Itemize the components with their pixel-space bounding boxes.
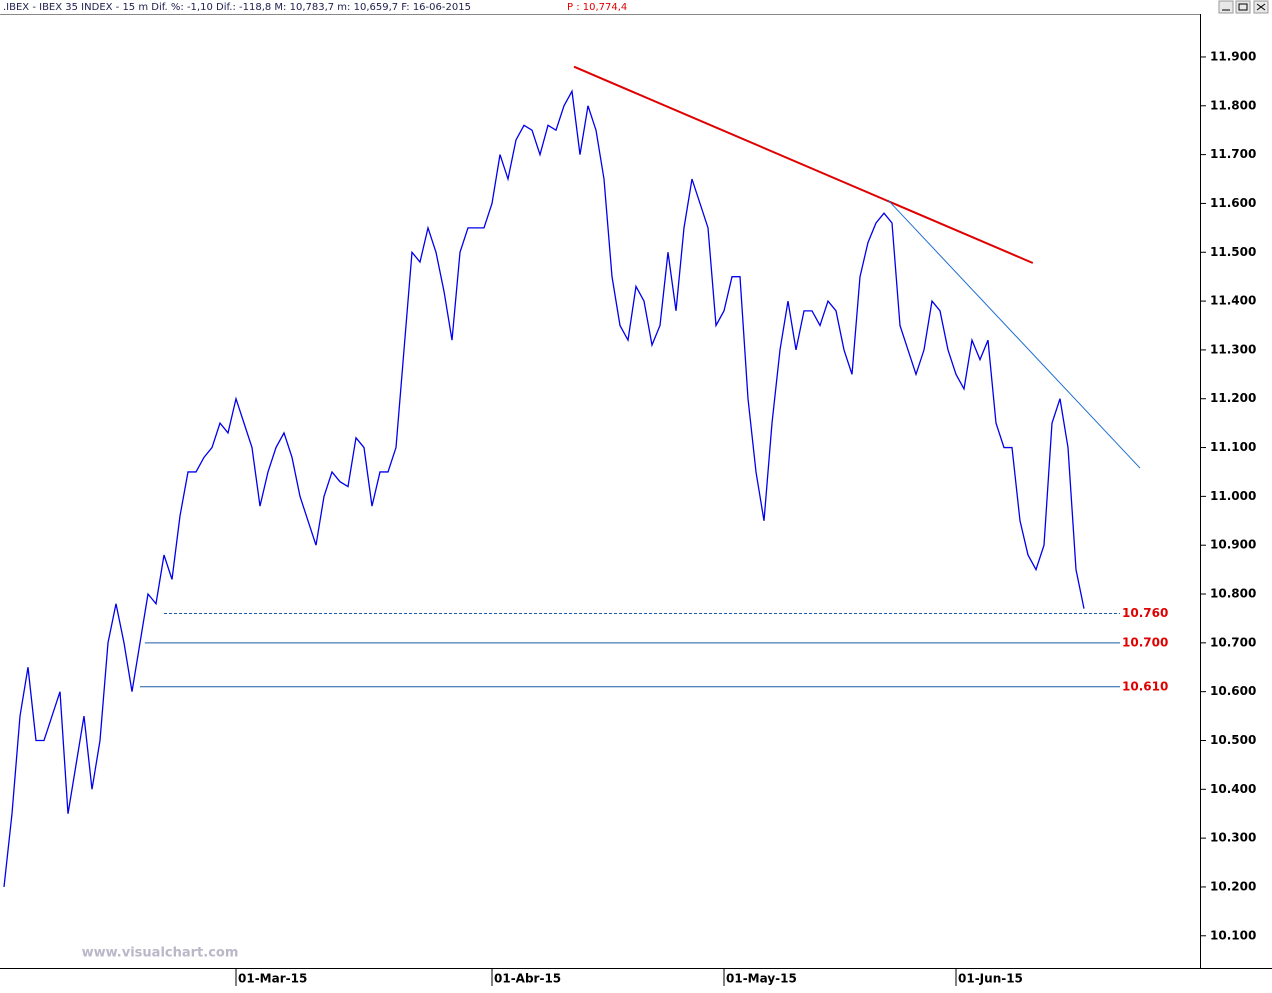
level-label: 10.700 (1122, 635, 1168, 649)
price-label: P : 10,774,4 (567, 2, 627, 13)
y-tick-label: 10.300 (1210, 831, 1256, 845)
y-tick-label: 10.700 (1210, 635, 1256, 649)
y-tick-label: 11.200 (1210, 391, 1256, 405)
x-tick-label: 01-May-15 (726, 972, 797, 986)
x-tick-label: 01-Jun-15 (958, 972, 1023, 986)
y-tick-label: 10.900 (1210, 538, 1256, 552)
window-buttons (1218, 0, 1269, 14)
y-tick-label: 10.200 (1210, 879, 1256, 893)
y-tick-label: 10.500 (1210, 733, 1256, 747)
y-tick-label: 10.400 (1210, 782, 1256, 796)
y-tick-label: 11.100 (1210, 440, 1256, 454)
y-tick-label: 10.800 (1210, 587, 1256, 601)
y-tick-label: 11.800 (1210, 98, 1256, 112)
price-line (3, 89, 1085, 888)
trendline (573, 65, 1034, 264)
level-label: 10.610 (1122, 679, 1168, 693)
y-tick-label: 11.700 (1210, 147, 1256, 161)
y-tick-label: 11.300 (1210, 342, 1256, 356)
chart-title: .IBEX - IBEX 35 INDEX - 15 m Dif. %: -1,… (3, 2, 471, 13)
close-icon (1256, 3, 1266, 11)
trendline (887, 199, 1141, 469)
y-tick-label: 10.600 (1210, 684, 1256, 698)
y-tick-label: 11.000 (1210, 489, 1256, 503)
y-tick-label: 11.900 (1210, 49, 1256, 63)
level-label: 10.760 (1122, 606, 1168, 620)
y-tick-label: 11.600 (1210, 196, 1256, 210)
y-tick-label: 10.100 (1210, 928, 1256, 942)
watermark: www.visualchart.com (82, 946, 239, 961)
x-tick-label: 01-Mar-15 (238, 972, 307, 986)
minimize-button[interactable] (1218, 0, 1234, 14)
maximize-button[interactable] (1235, 0, 1251, 14)
y-tick-label: 11.500 (1210, 245, 1256, 259)
y-tick-label: 11.400 (1210, 294, 1256, 308)
maximize-icon (1238, 3, 1248, 11)
x-tick-label: 01-Abr-15 (494, 972, 561, 986)
